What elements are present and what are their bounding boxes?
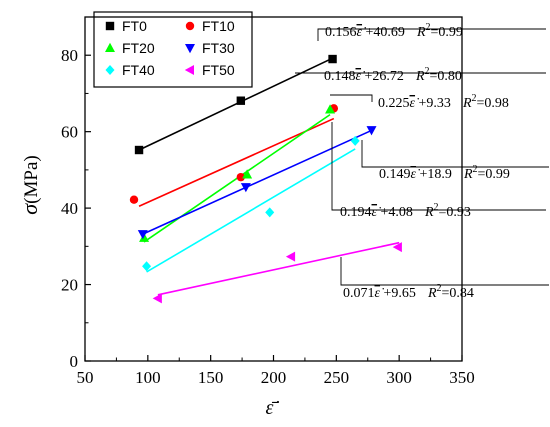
legend-marker-ft0 <box>105 21 115 31</box>
y-axis-title: σ(MPa) <box>17 155 42 214</box>
legend-box <box>93 11 253 88</box>
x-tick-label: 350 <box>449 368 475 387</box>
y-tick-label: 40 <box>61 199 78 218</box>
leader-line-ft40 <box>331 122 546 211</box>
data-point-ft30-3 <box>366 126 377 136</box>
fit-equation-ft50: 0.071ε̇ +9.65 R2=0.84 <box>343 283 474 301</box>
data-point-ft20-2 <box>242 169 253 179</box>
y-tick-label: 60 <box>61 123 78 142</box>
leader-line-ft30 <box>361 140 549 168</box>
data-point-ft10-2 <box>236 172 246 182</box>
fit-equation-ft20: 0.225ε̇ +9.33 R2=0.98 <box>378 93 509 111</box>
y-tick-label: 0 <box>70 352 79 371</box>
annotation-leaders <box>295 28 549 286</box>
data-point-ft20-1 <box>139 232 150 242</box>
fit-line-ft40 <box>146 148 356 273</box>
y-tick-label: 20 <box>61 276 78 295</box>
fit-line-ft0 <box>138 57 333 151</box>
data-point-ft40-1 <box>142 261 152 272</box>
x-tick-label: 100 <box>135 368 161 387</box>
legend: FT0 FT10 FT20 FT30 FT40 FT50 <box>93 11 253 88</box>
data-point-ft30-2 <box>240 183 251 193</box>
legend-label-ft0: FT0 <box>122 18 147 34</box>
fit-line-ft50 <box>157 241 400 296</box>
legend-marker-ft30 <box>185 44 195 54</box>
legend-label-ft40: FT40 <box>122 62 155 78</box>
fit-equation-ft0: 0.156ε̇ +40.69 R2=0.99 <box>325 22 463 40</box>
fit-line-ft30 <box>142 129 372 235</box>
data-point-ft10-1 <box>129 195 139 204</box>
data-point-ft50-1 <box>152 293 162 304</box>
data-point-ft40-2 <box>265 207 275 218</box>
x-tick-label: 150 <box>198 368 224 387</box>
x-axis-title: ε̇̄ <box>266 397 280 419</box>
axes: 50 100 150 200 250 300 350 0 20 40 60 80 σ(MPa) ε̇̄ <box>17 16 475 419</box>
leader-line-ft0 <box>317 28 546 41</box>
fit-line-ft10 <box>138 117 335 207</box>
legend-marker-ft10 <box>185 21 195 31</box>
x-tick-label: 200 <box>261 368 287 387</box>
x-tick-label: 250 <box>324 368 350 387</box>
legend-marker-ft20 <box>105 42 115 52</box>
data-point-ft20-3 <box>325 104 336 114</box>
data-point-ft30-1 <box>137 230 148 240</box>
fit-equation-ft10: 0.148ε̇ +26.72 R2=0.80 <box>324 66 462 84</box>
plot-area <box>129 54 402 304</box>
data-point-ft50-2 <box>285 251 296 262</box>
data-point-ft50-3 <box>392 242 402 253</box>
data-point-ft0-2 <box>236 96 246 105</box>
leader-line-ft50 <box>340 257 549 286</box>
leader-line-ft20 <box>330 94 373 102</box>
legend-label-ft50: FT50 <box>202 62 235 78</box>
fit-annotations: 0.156ε̇ +40.69 R2=0.99 0.148ε̇ +26.72 R2=0.… <box>324 22 510 301</box>
fit-equation-ft30: 0.149ε̇ +18.9 R2=0.99 <box>379 164 510 182</box>
legend-label-ft10: FT10 <box>202 18 235 34</box>
legend-marker-ft50 <box>184 65 194 75</box>
legend-label-ft20: FT20 <box>122 40 155 56</box>
legend-label-ft30: FT30 <box>202 40 235 56</box>
x-tick-label: 300 <box>386 368 412 387</box>
data-point-ft0-1 <box>134 145 144 155</box>
fit-equation-ft40: 0.194ε̇ +4.08 R2=0.93 <box>340 202 471 220</box>
legend-marker-ft40 <box>105 65 115 75</box>
data-point-ft0-3 <box>328 54 337 64</box>
data-point-ft40-3 <box>350 135 360 146</box>
x-tick-label: 50 <box>77 368 94 387</box>
y-tick-label: 80 <box>61 46 78 65</box>
